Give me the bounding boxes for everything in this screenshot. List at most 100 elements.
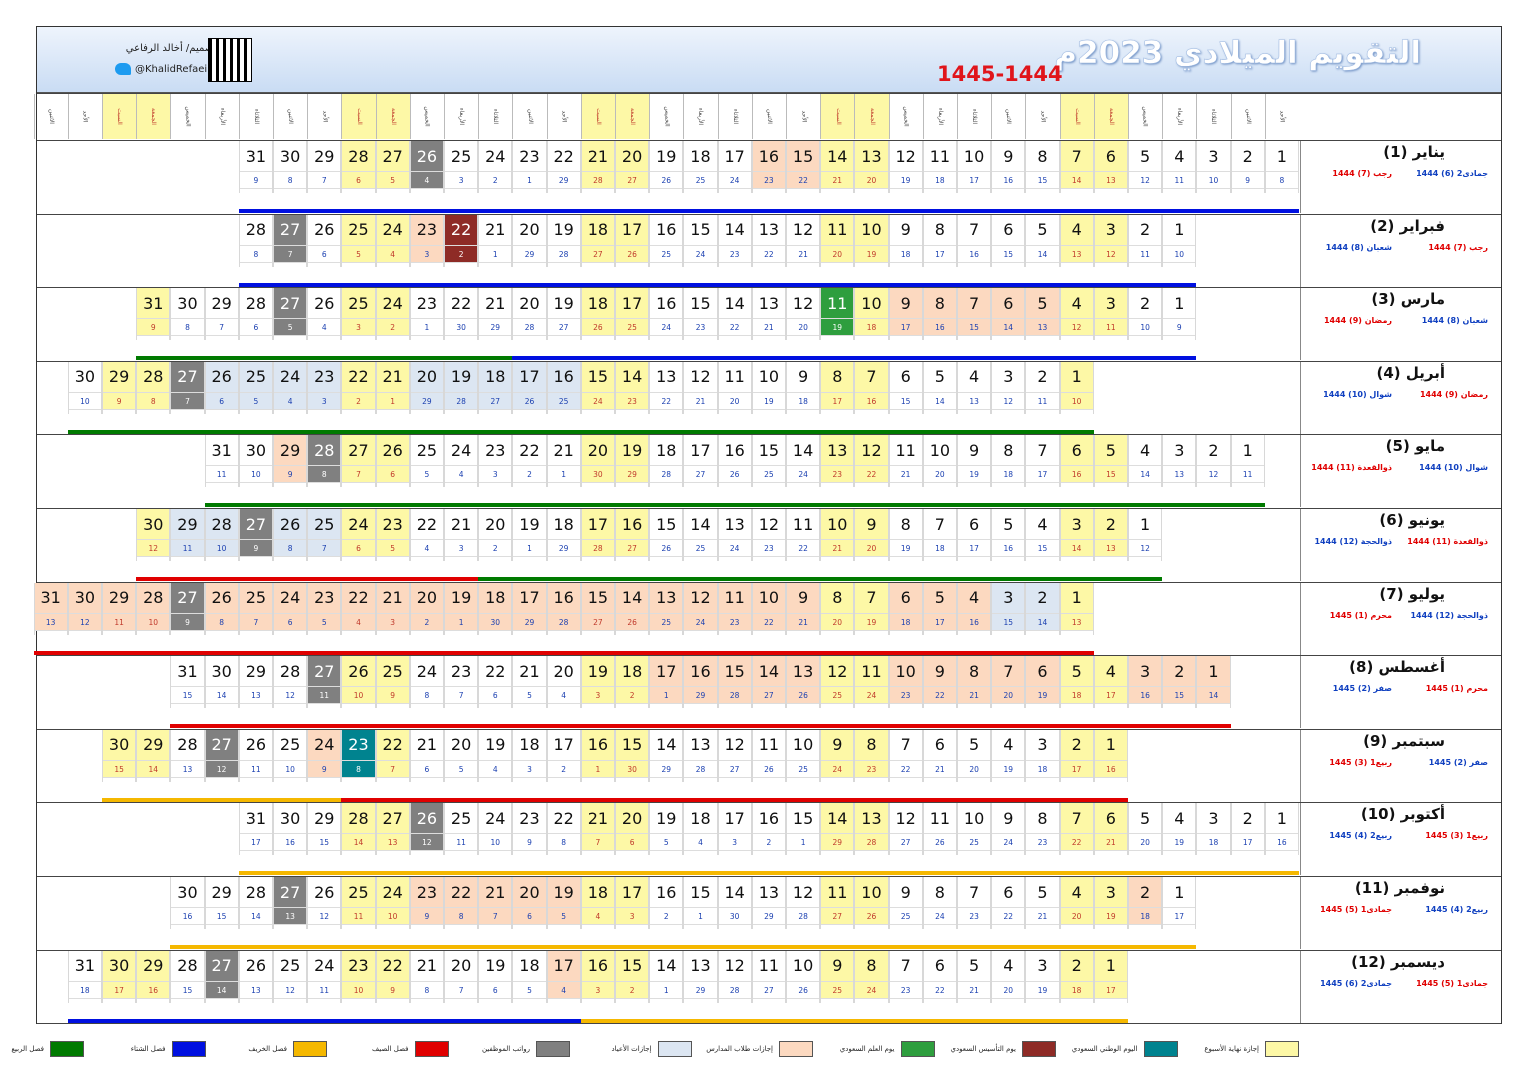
- day-cell[interactable]: 26 12: [307, 877, 341, 929]
- day-cell[interactable]: 29 7: [307, 141, 341, 193]
- day-cell[interactable]: 27 5: [376, 141, 410, 193]
- day-cell[interactable]: 6 19: [1025, 656, 1059, 708]
- day-cell[interactable]: 1 17: [1094, 951, 1128, 1003]
- day-cell[interactable]: 1 10: [1060, 362, 1094, 414]
- day-cell[interactable]: 28 10: [136, 583, 170, 635]
- day-cell[interactable]: 1 12: [1128, 509, 1162, 561]
- day-cell[interactable]: 11 19: [820, 288, 854, 340]
- day-cell[interactable]: 30 17: [102, 951, 136, 1003]
- day-cell[interactable]: 29 11: [102, 583, 136, 635]
- day-cell[interactable]: 4 16: [957, 583, 991, 635]
- day-cell[interactable]: 25 3: [341, 288, 375, 340]
- day-cell[interactable]: 20 4: [547, 656, 581, 708]
- day-cell[interactable]: 30 12: [136, 509, 170, 561]
- day-cell[interactable]: 10 25: [786, 730, 820, 782]
- day-cell[interactable]: 31 11: [205, 435, 239, 487]
- day-cell[interactable]: 15 27: [581, 583, 615, 635]
- day-cell[interactable]: 6 21: [923, 730, 957, 782]
- day-cell[interactable]: 23 3: [307, 362, 341, 414]
- day-cell[interactable]: 31 18: [68, 951, 102, 1003]
- day-cell[interactable]: 12 24: [683, 583, 717, 635]
- day-cell[interactable]: 15 1: [683, 877, 717, 929]
- day-cell[interactable]: 13 26: [786, 656, 820, 708]
- day-cell[interactable]: 7 16: [854, 362, 888, 414]
- day-cell[interactable]: 2 12: [1196, 435, 1230, 487]
- day-cell[interactable]: 12 20: [786, 288, 820, 340]
- day-cell[interactable]: 29 15: [307, 803, 341, 855]
- day-cell[interactable]: 9 18: [889, 215, 923, 267]
- day-cell[interactable]: 16 1: [581, 730, 615, 782]
- day-cell[interactable]: 27 9: [170, 583, 204, 635]
- day-cell[interactable]: 7 15: [957, 288, 991, 340]
- day-cell[interactable]: 25 12: [273, 951, 307, 1003]
- day-cell[interactable]: 19 29: [615, 435, 649, 487]
- day-cell[interactable]: 6 14: [991, 288, 1025, 340]
- day-cell[interactable]: 18 28: [649, 435, 683, 487]
- day-cell[interactable]: 19 6: [478, 951, 512, 1003]
- day-cell[interactable]: 22 9: [376, 951, 410, 1003]
- day-cell[interactable]: 16 28: [547, 583, 581, 635]
- day-cell[interactable]: 6 21: [1094, 803, 1128, 855]
- day-cell[interactable]: 22 7: [376, 730, 410, 782]
- day-cell[interactable]: 22 4: [341, 583, 375, 635]
- day-cell[interactable]: 22 4: [410, 509, 444, 561]
- day-cell[interactable]: 16 3: [581, 951, 615, 1003]
- day-cell[interactable]: 11 26: [923, 803, 957, 855]
- day-cell[interactable]: 1 13: [1060, 583, 1094, 635]
- day-cell[interactable]: 20 27: [615, 141, 649, 193]
- day-cell[interactable]: 22 2: [444, 215, 478, 267]
- day-cell[interactable]: 8 18: [991, 435, 1025, 487]
- day-cell[interactable]: 17 4: [547, 951, 581, 1003]
- day-cell[interactable]: 13 22: [649, 362, 683, 414]
- day-cell[interactable]: 7 19: [854, 583, 888, 635]
- day-cell[interactable]: 16 25: [547, 362, 581, 414]
- day-cell[interactable]: 9 25: [820, 951, 854, 1003]
- day-cell[interactable]: 3 15: [991, 583, 1025, 635]
- day-cell[interactable]: 25 11: [341, 877, 375, 929]
- day-cell[interactable]: 9 24: [991, 803, 1025, 855]
- day-cell[interactable]: 5 13: [1025, 288, 1059, 340]
- day-cell[interactable]: 27 5: [273, 288, 307, 340]
- day-cell[interactable]: 5 20: [1128, 803, 1162, 855]
- day-cell[interactable]: 22 2: [512, 435, 546, 487]
- day-cell[interactable]: 12 21: [786, 215, 820, 267]
- day-cell[interactable]: 30 15: [102, 730, 136, 782]
- day-cell[interactable]: 8 15: [1025, 141, 1059, 193]
- day-cell[interactable]: 7 20: [991, 656, 1025, 708]
- day-cell[interactable]: 24 2: [478, 141, 512, 193]
- day-cell[interactable]: 13 23: [820, 435, 854, 487]
- day-cell[interactable]: 6 16: [1060, 435, 1094, 487]
- day-cell[interactable]: 9 22: [923, 656, 957, 708]
- day-cell[interactable]: 8 19: [889, 509, 923, 561]
- day-cell[interactable]: 24 10: [478, 803, 512, 855]
- day-cell[interactable]: 16 23: [752, 141, 786, 193]
- day-cell[interactable]: 26 6: [205, 362, 239, 414]
- day-cell[interactable]: 1 11: [1231, 435, 1265, 487]
- day-cell[interactable]: 19 28: [444, 362, 478, 414]
- day-cell[interactable]: 12 28: [718, 951, 752, 1003]
- day-cell[interactable]: 28 14: [341, 803, 375, 855]
- day-cell[interactable]: 7 23: [957, 877, 991, 929]
- day-cell[interactable]: 28 15: [170, 951, 204, 1003]
- day-cell[interactable]: 23 5: [376, 509, 410, 561]
- day-cell[interactable]: 3 10: [1196, 141, 1230, 193]
- day-cell[interactable]: 15 30: [615, 730, 649, 782]
- day-cell[interactable]: 11 27: [752, 951, 786, 1003]
- day-cell[interactable]: 18 2: [615, 656, 649, 708]
- day-cell[interactable]: 28 8: [307, 435, 341, 487]
- day-cell[interactable]: 21 29: [478, 288, 512, 340]
- day-cell[interactable]: 28 10: [205, 509, 239, 561]
- day-cell[interactable]: 27 7: [273, 215, 307, 267]
- day-cell[interactable]: 4 12: [1060, 288, 1094, 340]
- day-cell[interactable]: 11 21: [889, 435, 923, 487]
- day-cell[interactable]: 18 29: [547, 509, 581, 561]
- day-cell[interactable]: 19 1: [512, 509, 546, 561]
- day-cell[interactable]: 29 16: [136, 951, 170, 1003]
- day-cell[interactable]: 4 19: [991, 730, 1025, 782]
